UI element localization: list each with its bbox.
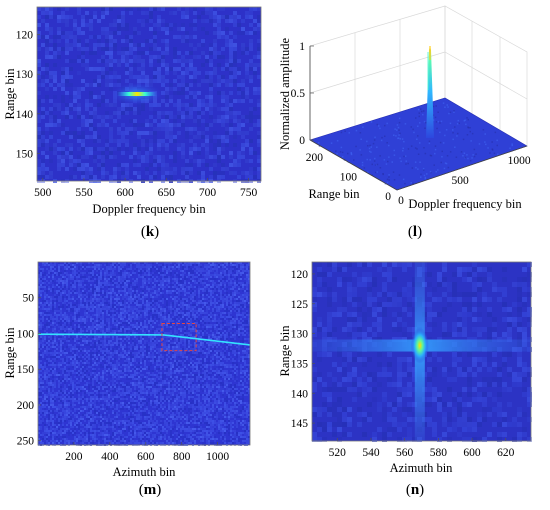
n-xtick-label: 560 bbox=[396, 447, 414, 459]
xlabel-m: Azimuth bin bbox=[113, 465, 177, 479]
l-xtick-label: 1000 bbox=[508, 155, 531, 167]
n-xtick-label: 620 bbox=[497, 447, 515, 459]
xlabel-n: Azimuth bin bbox=[390, 461, 454, 475]
peak-n bbox=[410, 327, 429, 364]
n-ytick-label: 140 bbox=[291, 388, 309, 400]
m-ytick-label: 150 bbox=[17, 364, 35, 376]
zlabel-l: Normalized amplitude bbox=[278, 37, 292, 150]
l-ztick-label: 1 bbox=[299, 41, 305, 53]
chart-k: 500 550 600 650 700 750 120 130 140 150 Doppler … bbox=[3, 6, 262, 216]
l-ytick-label: 100 bbox=[340, 171, 358, 183]
panel-label-k: (k) bbox=[140, 224, 160, 240]
m-xtick-label: 1000 bbox=[206, 451, 229, 463]
k-xtick-label: 500 bbox=[34, 187, 52, 199]
m-xtick-label: 800 bbox=[173, 451, 191, 463]
ylabel-n: Range bin bbox=[278, 325, 292, 377]
n-xtick-label: 540 bbox=[362, 447, 380, 459]
m-xtick-label: 400 bbox=[101, 451, 119, 463]
k-xtick-label: 700 bbox=[199, 187, 217, 199]
m-xtick-label: 200 bbox=[65, 451, 83, 463]
k-xtick-label: 650 bbox=[158, 187, 176, 199]
target-trace-m bbox=[37, 333, 251, 346]
m-ytick-label: 200 bbox=[17, 400, 35, 412]
n-ytick-label: 130 bbox=[291, 329, 309, 341]
chart-l: 0 0.5 1 0 100 200 0 500 1000 Normalized amplit… bbox=[278, 5, 531, 211]
n-ytick-label: 120 bbox=[291, 269, 309, 281]
l-ytick-label: 0 bbox=[385, 191, 391, 203]
xlabel-l: Doppler frequency bin bbox=[408, 197, 522, 211]
n-xtick-label: 600 bbox=[463, 447, 481, 459]
l-xtick-label: 500 bbox=[451, 175, 469, 187]
panel-label-m: (m) bbox=[138, 482, 162, 498]
n-ytick-label: 125 bbox=[291, 299, 309, 311]
l-ytick-label: 200 bbox=[306, 152, 324, 164]
n-xtick-label: 580 bbox=[430, 447, 448, 459]
l-ztick-label: 0.5 bbox=[291, 88, 306, 100]
l-xtick-label: 0 bbox=[398, 195, 404, 207]
ylabel-k: Range bin bbox=[3, 68, 17, 120]
n-ytick-label: 145 bbox=[291, 418, 309, 430]
m-ytick-label: 50 bbox=[23, 293, 35, 305]
n-ytick-label: 135 bbox=[291, 358, 309, 370]
m-ytick-label: 250 bbox=[17, 436, 35, 448]
k-ytick-label: 150 bbox=[16, 148, 34, 160]
surface-peak-l bbox=[426, 46, 434, 138]
m-ytick-label: 100 bbox=[17, 328, 35, 340]
m-xtick-label: 600 bbox=[137, 451, 155, 463]
ylabel-l: Range bin bbox=[308, 187, 360, 201]
k-xtick-label: 750 bbox=[240, 187, 258, 199]
k-ytick-label: 140 bbox=[16, 109, 34, 121]
panel-label-n: (n) bbox=[405, 482, 425, 498]
panel-label-l: (l) bbox=[407, 224, 423, 240]
streak-k bbox=[117, 92, 157, 96]
chart-m: 200 400 600 800 1000 50 100 150 200 250 Azimuth … bbox=[3, 261, 251, 479]
n-xtick-label: 520 bbox=[329, 447, 347, 459]
chart-n: 520 540 560 580 600 620 120 125 130 135 140 145 Az… bbox=[278, 261, 532, 475]
k-xtick-label: 600 bbox=[116, 187, 134, 199]
k-xtick-label: 550 bbox=[75, 187, 93, 199]
highlight-box-m bbox=[161, 322, 197, 352]
xlabel-k: Doppler frequency bin bbox=[92, 202, 206, 216]
l-ztick-label: 0 bbox=[299, 135, 305, 147]
k-ytick-label: 120 bbox=[16, 30, 34, 42]
k-ytick-label: 130 bbox=[16, 69, 34, 81]
ylabel-m: Range bin bbox=[3, 327, 17, 379]
